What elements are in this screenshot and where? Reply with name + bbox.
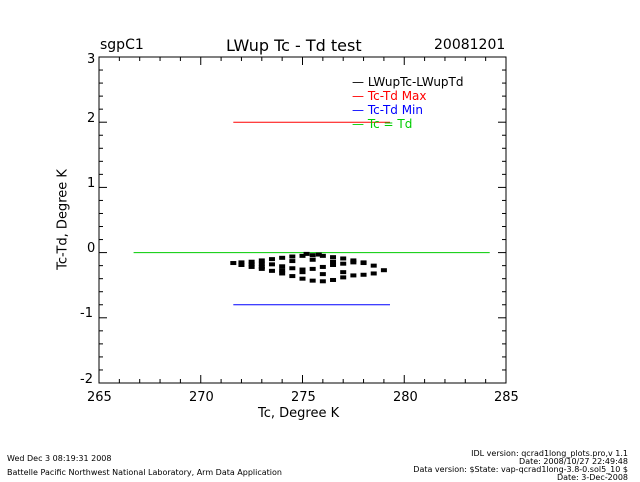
scatter-point [230, 261, 237, 266]
legend-label: Tc = Td [367, 117, 413, 131]
x-tick-label: 275 [291, 390, 316, 405]
scatter-point [350, 260, 357, 265]
series-lines [133, 121, 490, 306]
scatter-point [319, 253, 326, 258]
scatter-point [340, 270, 347, 275]
scatter-point [360, 261, 367, 266]
scatter-point [380, 268, 387, 273]
scatter-point [268, 262, 275, 267]
scatter-point [289, 254, 296, 259]
scatter-point [248, 264, 255, 269]
scatter-point [279, 255, 286, 260]
scatter-point [330, 255, 337, 260]
x-tick-label: 280 [393, 390, 418, 405]
scatter-point [303, 251, 310, 256]
legend-item-min: — Tc-Td Min [352, 103, 423, 117]
scatter-point [319, 279, 326, 284]
scatter-point [268, 268, 275, 273]
scatter-point [319, 264, 326, 269]
scatter-point [360, 272, 367, 277]
scatter-point [340, 256, 347, 261]
scatter-point [330, 277, 337, 282]
x-tick-label: 265 [87, 390, 112, 405]
y-tick-label: 2 [87, 111, 96, 126]
y-tick-label: 1 [87, 176, 96, 191]
scatter-point [350, 273, 357, 278]
organization: Battelle Pacific Northwest National Labo… [7, 468, 282, 477]
x-axis-label: Tc, Degree K [258, 406, 340, 421]
scatter-point [279, 264, 286, 269]
scatter-point [279, 271, 286, 276]
scatter-point [340, 275, 347, 280]
x-tick-label: 285 [494, 390, 519, 405]
scatter-point [289, 259, 296, 264]
legend-item-lwup: — LWupTc-LWupTd [352, 75, 464, 89]
scatter-point [309, 253, 316, 258]
scatter-point [309, 266, 316, 271]
scatter-point [268, 257, 275, 262]
scatter-point [319, 272, 326, 277]
y-tick-label: 3 [87, 52, 96, 67]
scatter-point [258, 261, 265, 266]
scatter-point [258, 264, 265, 269]
site-label: sgpC1 [100, 37, 144, 53]
legend-item-max: — Tc-Td Max [352, 89, 427, 103]
x-tick-label: 270 [189, 390, 214, 405]
scatter-point [238, 262, 245, 267]
scatter-point [258, 258, 265, 263]
legend-label: Tc-Td Max [367, 89, 427, 103]
scatter-point [248, 262, 255, 267]
run-date: Wed Dec 3 08:19:31 2008 [7, 454, 112, 463]
scatter-point [309, 278, 316, 283]
scatter-point [299, 270, 306, 275]
scatter-point [330, 262, 337, 267]
scatter-point [370, 263, 377, 268]
scatter-point [309, 257, 316, 262]
scatter-point [238, 260, 245, 265]
y-axis-label: Tc-Td, Degree K [55, 169, 71, 270]
y-tick-label: 0 [87, 241, 96, 256]
scatter-point [315, 252, 322, 257]
scatter-points [230, 251, 387, 284]
scatter-point [248, 259, 255, 264]
legend-label: LWupTc-LWupTd [367, 75, 464, 89]
scatter-point [289, 274, 296, 279]
scatter-point [279, 268, 286, 273]
scatter-point [370, 271, 377, 276]
data-date: Date: 3-Dec-2008 [556, 473, 628, 482]
code-date: Date: 2008/10/27 22:49:48 [519, 457, 628, 466]
scatter-point [340, 261, 347, 266]
date-label: 20081201 [434, 37, 506, 53]
scatter-point [330, 259, 337, 264]
y-tick-label: -2 [80, 372, 93, 387]
chart-title: LWup Tc - Td test [226, 36, 362, 55]
legend-label: Tc-Td Min [367, 103, 423, 117]
scatter-point [299, 276, 306, 281]
scatter-point [299, 267, 306, 272]
data-version: Data version: $State: vap-qcrad1long-3.8… [413, 465, 628, 474]
axis-ticks [98, 56, 507, 384]
scatter-point [299, 253, 306, 258]
scatter-point [289, 266, 296, 271]
y-tick-label: -1 [80, 306, 93, 321]
idl-version: IDL version: qcrad1long_plots.pro,v 1.1 [471, 449, 628, 458]
legend-item-equal: — Tc = Td [352, 117, 413, 131]
plot-frame [98, 56, 507, 384]
